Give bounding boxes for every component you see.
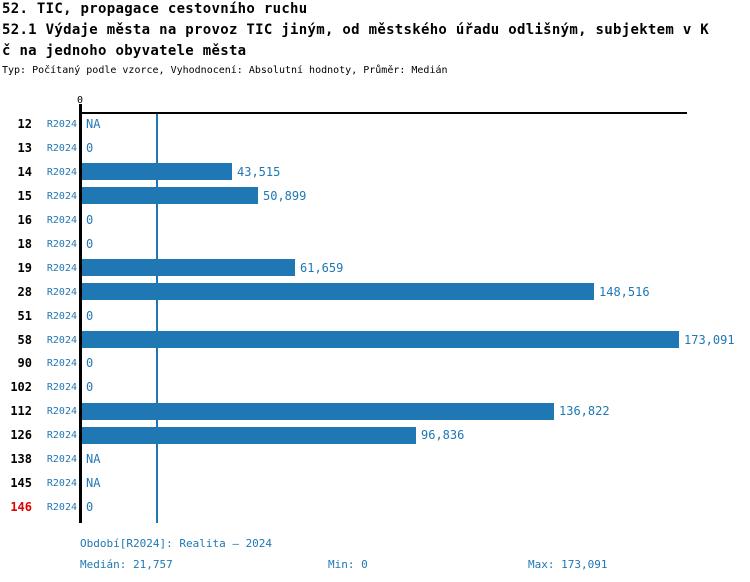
row-bar [82, 402, 554, 420]
row-category-label: 145 [10, 476, 32, 491]
row-value-label: NA [86, 476, 101, 491]
footer-max: Max: 173,091 [528, 558, 608, 571]
row-series-label: R2024 [46, 166, 77, 178]
row-series-label: R2024 [46, 430, 77, 442]
row-category-label: 126 [10, 428, 32, 443]
row-category-label: 58 [17, 332, 32, 347]
row-category-label: 112 [10, 404, 32, 419]
footer-min: Min: 0 [328, 558, 368, 571]
row-value-label: 0 [86, 140, 94, 155]
row-bar [82, 426, 416, 444]
row-category-label: 12 [17, 117, 32, 131]
row-value-label: 0 [86, 500, 94, 514]
row-value-label: 0 [86, 380, 94, 395]
row-category-label: 51 [17, 308, 32, 323]
row-bar [82, 331, 679, 348]
row-series-label: R2024 [46, 214, 77, 226]
row-value-label: 0 [86, 212, 94, 227]
row-series-label: R2024 [46, 142, 77, 154]
row-series-label: R2024 [46, 238, 77, 250]
row-value-label: 61,659 [300, 260, 344, 275]
row-series-label: R2024 [46, 310, 77, 322]
x-axis-zero-tick-label: 0 [76, 95, 84, 106]
row-value-label: 43,515 [237, 164, 281, 179]
row-category-label: 15 [17, 188, 32, 203]
row-series-label: R2024 [46, 454, 77, 466]
row-series-label: R2024 [46, 286, 77, 298]
row-series-label: R2024 [46, 478, 77, 490]
row-category-label: 138 [10, 452, 32, 467]
row-series-label: R2024 [46, 262, 77, 274]
row-value-label: 136,822 [559, 404, 610, 419]
x-axis-line [79, 112, 687, 114]
row-series-label: R2024 [46, 190, 77, 202]
row-bar [82, 163, 232, 181]
row-category-label: 102 [10, 380, 32, 395]
row-bar [82, 283, 594, 301]
row-series-label: R2024 [46, 334, 77, 346]
row-value-label: 173,091 [684, 332, 735, 347]
row-category-label: 146 [10, 500, 32, 514]
row-value-label: 50,899 [263, 188, 307, 203]
row-value-label: 96,836 [421, 428, 465, 443]
row-series-label: R2024 [46, 406, 77, 418]
median-line [156, 114, 158, 523]
row-category-label: 16 [17, 212, 32, 227]
row-bar [82, 259, 295, 277]
row-bar [82, 187, 258, 205]
row-series-label: R2024 [46, 119, 77, 130]
y-axis-line [79, 104, 82, 523]
row-category-label: 90 [17, 356, 32, 371]
row-category-label: 28 [17, 284, 32, 299]
row-value-label: 0 [86, 308, 94, 323]
row-value-label: NA [86, 452, 101, 467]
chart-meta: Typ: Počítaný podle vzorce, Vyhodnocení:… [2, 65, 448, 76]
row-category-label: 18 [17, 236, 32, 251]
page-title: 52. TIC, propagace cestovního ruchu [2, 1, 308, 17]
row-value-label: NA [86, 117, 101, 131]
row-category-label: 13 [17, 140, 32, 155]
footer-period: Období[R2024]: Realita – 2024 [80, 537, 273, 550]
page-subtitle-line2: č na jednoho obyvatele města [2, 43, 247, 59]
row-value-label: 0 [86, 356, 94, 371]
row-value-label: 148,516 [599, 284, 650, 299]
row-series-label: R2024 [46, 358, 77, 370]
footer-median: Medián: 21,757 [80, 558, 173, 571]
row-category-label: 14 [17, 164, 32, 179]
row-value-label: 0 [86, 236, 94, 251]
row-series-label: R2024 [46, 382, 77, 394]
page-subtitle-line1: 52.1 Výdaje města na provoz TIC jiným, o… [2, 22, 710, 38]
row-category-label: 19 [17, 260, 32, 275]
row-series-label: R2024 [46, 502, 77, 513]
